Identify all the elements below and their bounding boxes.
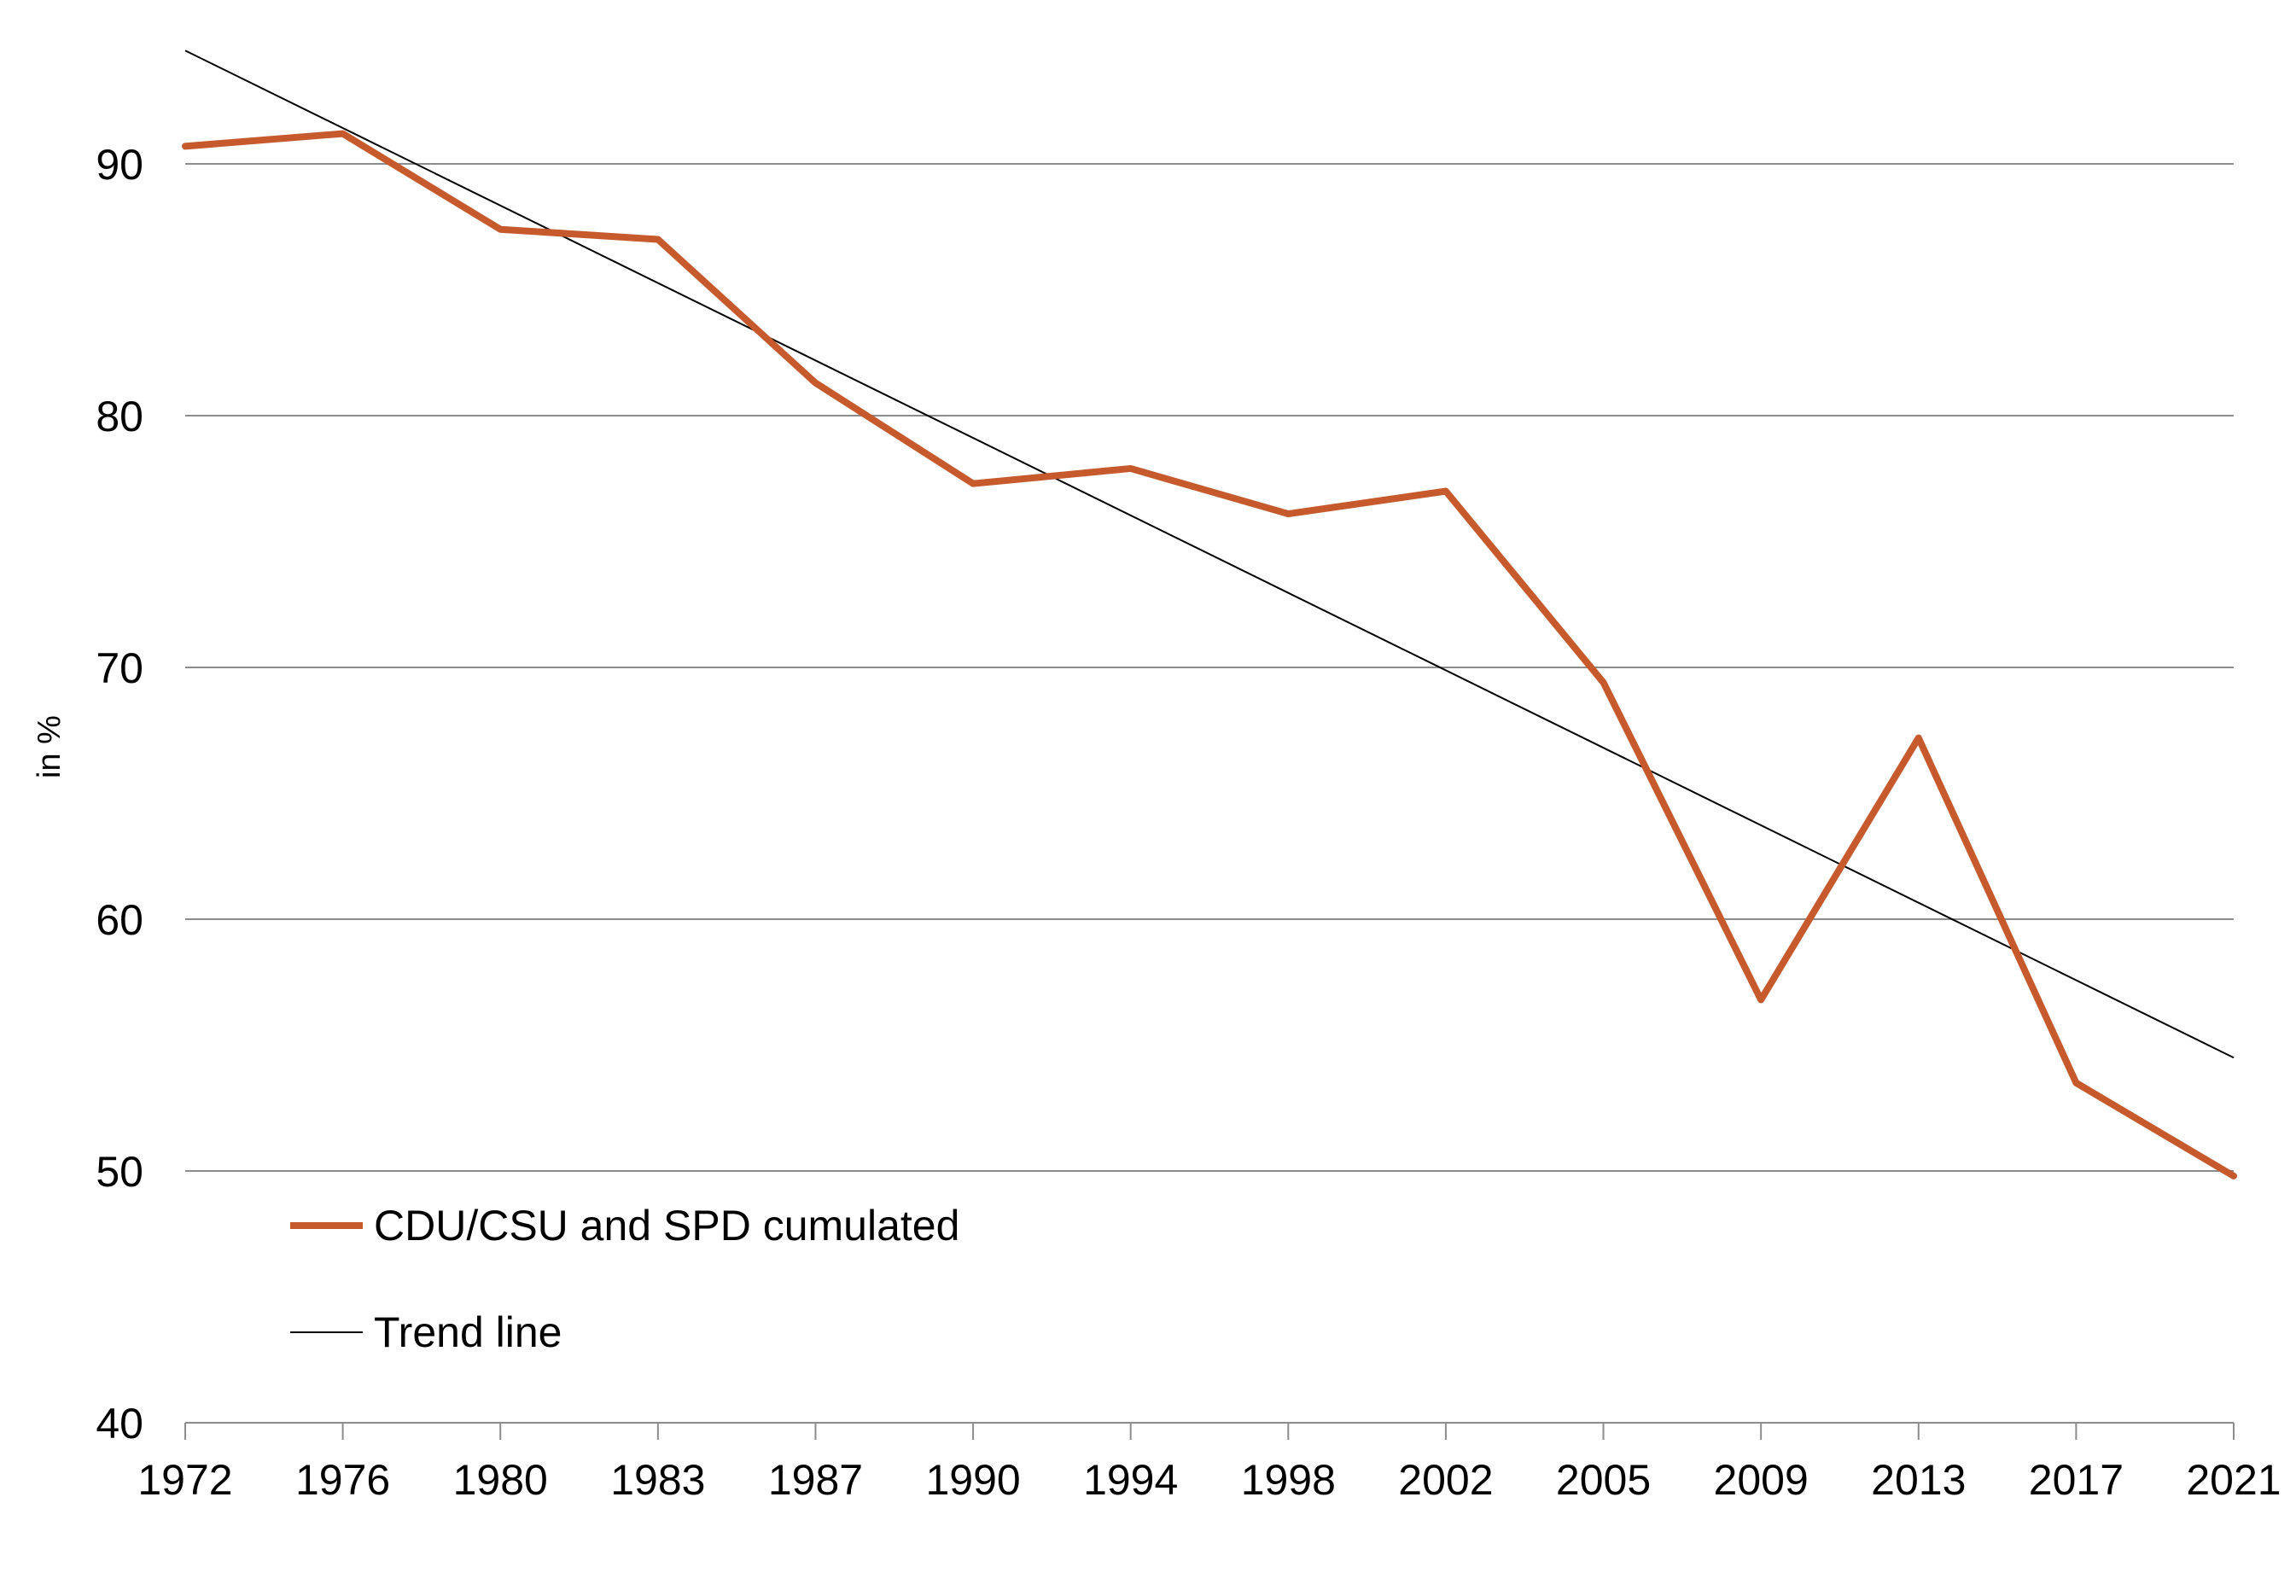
x-tick-label-2013: 2013 [1871, 1456, 1966, 1504]
series-line-cdu-csu-spd [182, 130, 2237, 1180]
x-tick-label-1980: 1980 [453, 1456, 548, 1504]
legend-label-trend: Trend line [374, 1308, 562, 1356]
x-tick-label-1994: 1994 [1083, 1456, 1178, 1504]
x-tick-label-2002: 2002 [1398, 1456, 1493, 1504]
x-tick-label-2017: 2017 [2029, 1456, 2124, 1504]
x-tick-label-2009: 2009 [1714, 1456, 1809, 1504]
legend-item-trend: Trend line [290, 1308, 562, 1356]
x-tick-label-1972: 1972 [137, 1456, 232, 1504]
y-tick-label-40: 40 [96, 1400, 143, 1447]
x-tick-label-1976: 1976 [295, 1456, 390, 1504]
x-tick-label-2005: 2005 [1556, 1456, 1651, 1504]
y-tick-label-60: 60 [96, 896, 143, 944]
y-axis-label: in % [32, 715, 67, 778]
y-axis-ticks: 40 50 60 70 80 90 [96, 141, 143, 1447]
gridlines [185, 163, 2234, 1172]
x-tick-label-1987: 1987 [768, 1456, 863, 1504]
trend-line [184, 50, 2235, 1059]
legend-item-series: CDU/CSU and SPD cumulated [290, 1202, 959, 1249]
x-axis: 1972 1976 1980 1983 1987 1990 1994 1998 2002 2005… [137, 1422, 2281, 1504]
legend: CDU/CSU and SPD cumulated Trend line [290, 1202, 959, 1356]
y-tick-label-70: 70 [96, 644, 143, 692]
x-tick-label-1983: 1983 [610, 1456, 705, 1504]
y-tick-label-90: 90 [96, 141, 143, 189]
y-tick-label-50: 50 [96, 1148, 143, 1196]
x-tick-label-1998: 1998 [1241, 1456, 1336, 1504]
x-tick-label-2021: 2021 [2186, 1456, 2281, 1504]
series-layer [182, 50, 2237, 1180]
legend-label-series: CDU/CSU and SPD cumulated [374, 1202, 959, 1249]
y-tick-label-80: 80 [96, 393, 143, 440]
x-tick-label-1990: 1990 [925, 1456, 1020, 1504]
